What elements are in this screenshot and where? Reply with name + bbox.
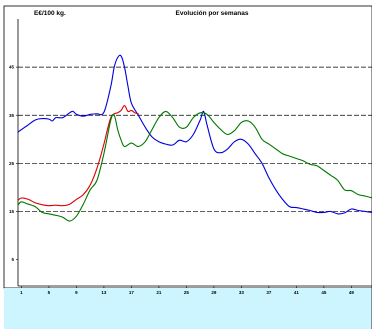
y-tick-label-35: 35 (9, 113, 15, 118)
y-axis-unit-label: E€/100 kg. (34, 10, 66, 17)
y-tick-label-25: 25 (9, 161, 15, 166)
x-tick-label-49: 49 (349, 290, 355, 295)
x-tick-label-37: 37 (266, 290, 272, 295)
x-tick-label-29: 29 (211, 290, 217, 295)
footer-band (4, 288, 372, 329)
series-line-1 (17, 54, 372, 215)
axes (16, 19, 372, 288)
x-tick-label-17: 17 (129, 290, 135, 295)
x-tick-label-45: 45 (321, 290, 327, 295)
chart-frame (3, 5, 372, 289)
x-tick-label-5: 5 (48, 290, 51, 295)
x-tick-label-13: 13 (101, 290, 107, 295)
y-tick-label-45: 45 (9, 65, 15, 70)
x-tick-label-21: 21 (156, 290, 162, 295)
x-tick-label-9: 9 (75, 290, 78, 295)
x-tick-label-25: 25 (184, 290, 190, 295)
series-line-2 (17, 105, 139, 207)
series-line-3 (17, 110, 372, 222)
x-tick-label-33: 33 (239, 290, 245, 295)
x-tick-label-1: 1 (20, 290, 23, 295)
series-lines (17, 54, 372, 222)
y-tick-label-5: 5 (11, 257, 14, 262)
chart-title: Evolución por semanas (176, 10, 249, 17)
x-tick-label-41: 41 (294, 290, 300, 295)
y-tick-label-15: 15 (9, 209, 15, 214)
